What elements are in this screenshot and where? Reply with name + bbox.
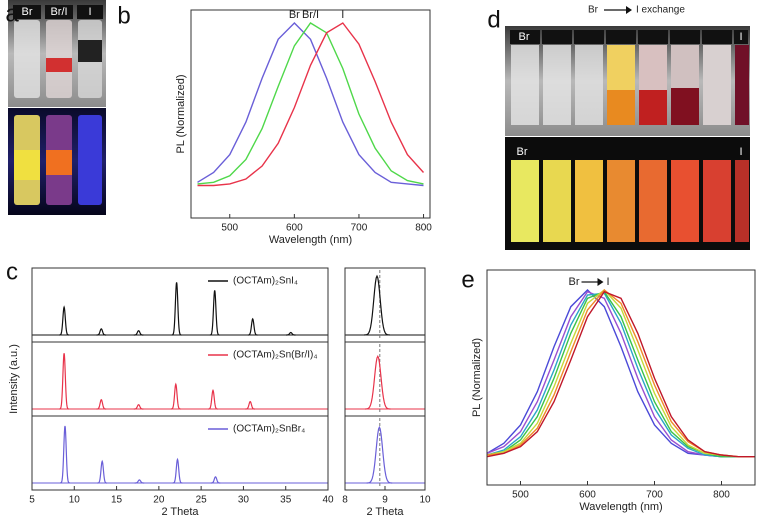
- peak: [134, 479, 145, 484]
- x-tick-label: 500: [221, 223, 238, 234]
- exchange-from: Br: [588, 5, 599, 16]
- peak: [208, 389, 218, 410]
- line-series: [197, 22, 424, 185]
- chart: 8 9 10 2 Theta: [342, 267, 431, 518]
- line-series: [197, 22, 425, 187]
- y-axis-label: PL (Normalized): [471, 338, 483, 417]
- peak: [96, 398, 107, 410]
- vial-label: I: [739, 146, 742, 158]
- peak: [209, 290, 220, 336]
- peak: [365, 354, 391, 410]
- x-tick-label: 40: [322, 495, 334, 506]
- chart: 500 600 700 800 Wavelength (nm) PL (Normalize…: [175, 9, 432, 246]
- x-axis-label: Wavelength (nm): [269, 234, 352, 246]
- x-tick-label: 8: [342, 495, 348, 506]
- x-tick-label: 700: [351, 223, 368, 234]
- peak: [210, 476, 221, 484]
- peak: [96, 328, 107, 336]
- x-tick-label: 10: [419, 495, 431, 506]
- annotation-to: I: [607, 276, 610, 288]
- plot-frame: [190, 9, 431, 219]
- vial-label: Br: [22, 6, 33, 18]
- x-tick-label: 5: [29, 495, 35, 506]
- peak: [97, 459, 107, 484]
- photo-a: [8, 0, 106, 215]
- plot-frame: [344, 267, 426, 491]
- x-axis-label: 2 Theta: [161, 506, 199, 518]
- exchange-to: I exchange: [636, 5, 685, 16]
- peak: [286, 331, 296, 336]
- line-series: [487, 289, 755, 458]
- peak: [366, 425, 393, 484]
- line-series: [487, 290, 755, 458]
- peak: [133, 404, 144, 410]
- x-tick-label: 800: [415, 223, 432, 234]
- x-axis-label: 2 Theta: [366, 506, 404, 518]
- photo-d: [505, 6, 750, 250]
- legend-label: (OCTAm)₂SnBr₄: [233, 424, 305, 435]
- peak: [171, 382, 181, 410]
- x-tick-label: 700: [646, 490, 663, 501]
- peak: [60, 425, 70, 484]
- peak-label: Br/I: [302, 9, 319, 21]
- annotation-arrowhead: [597, 278, 604, 286]
- peak: [171, 282, 182, 336]
- x-tick-label: 800: [713, 490, 730, 501]
- x-tick-label: 30: [238, 495, 250, 506]
- legend-label: (OCTAm)₂Sn(Br/I)₄: [233, 350, 317, 361]
- peak: [364, 274, 390, 336]
- vial-label: Br: [517, 146, 528, 158]
- peak: [59, 353, 69, 410]
- peak: [247, 317, 258, 336]
- plot-frame: [31, 267, 329, 491]
- line-series: [197, 22, 424, 187]
- x-axis-label: Wavelength (nm): [579, 501, 662, 513]
- vial-label: Br: [519, 31, 530, 43]
- y-axis-label: PL (Normalized): [175, 74, 187, 153]
- x-tick-label: 35: [280, 495, 292, 506]
- panel-label: b: [117, 2, 130, 29]
- x-tick-label: 600: [286, 223, 303, 234]
- vial-label: I: [739, 31, 742, 43]
- panel-label: a: [5, 0, 19, 27]
- line-series: [487, 292, 755, 458]
- panel-label: e: [461, 266, 474, 293]
- x-tick-label: 500: [512, 490, 529, 501]
- peak: [245, 400, 255, 410]
- chart: 500 600 700 800 Wavelength (nm) PL (Normalize…: [471, 269, 756, 513]
- x-tick-label: 10: [69, 495, 81, 506]
- vial-label: I: [88, 6, 91, 18]
- annotation-from: Br: [569, 276, 580, 288]
- x-tick-label: 9: [382, 495, 388, 506]
- peak: [133, 330, 144, 336]
- panel-label: d: [487, 6, 500, 33]
- x-tick-label: 20: [153, 495, 165, 506]
- line-series: [487, 290, 755, 458]
- x-tick-label: 25: [196, 495, 208, 506]
- chart: 5 10 15 20 25 30 35 40 2 Theta Intensity (a.u.) (O…: [8, 267, 334, 518]
- peak: [59, 305, 69, 336]
- plot-frame: [486, 269, 756, 486]
- y-axis-label: Intensity (a.u.): [8, 344, 20, 414]
- x-tick-label: 15: [111, 495, 123, 506]
- vial-label: Br/I: [50, 6, 67, 18]
- peak-label: I: [341, 9, 344, 21]
- x-tick-label: 600: [579, 490, 596, 501]
- peak-label: Br: [289, 9, 300, 21]
- peak: [172, 457, 183, 484]
- panel-label: c: [6, 258, 18, 285]
- legend-label: (OCTAm)₂SnI₄: [233, 276, 298, 287]
